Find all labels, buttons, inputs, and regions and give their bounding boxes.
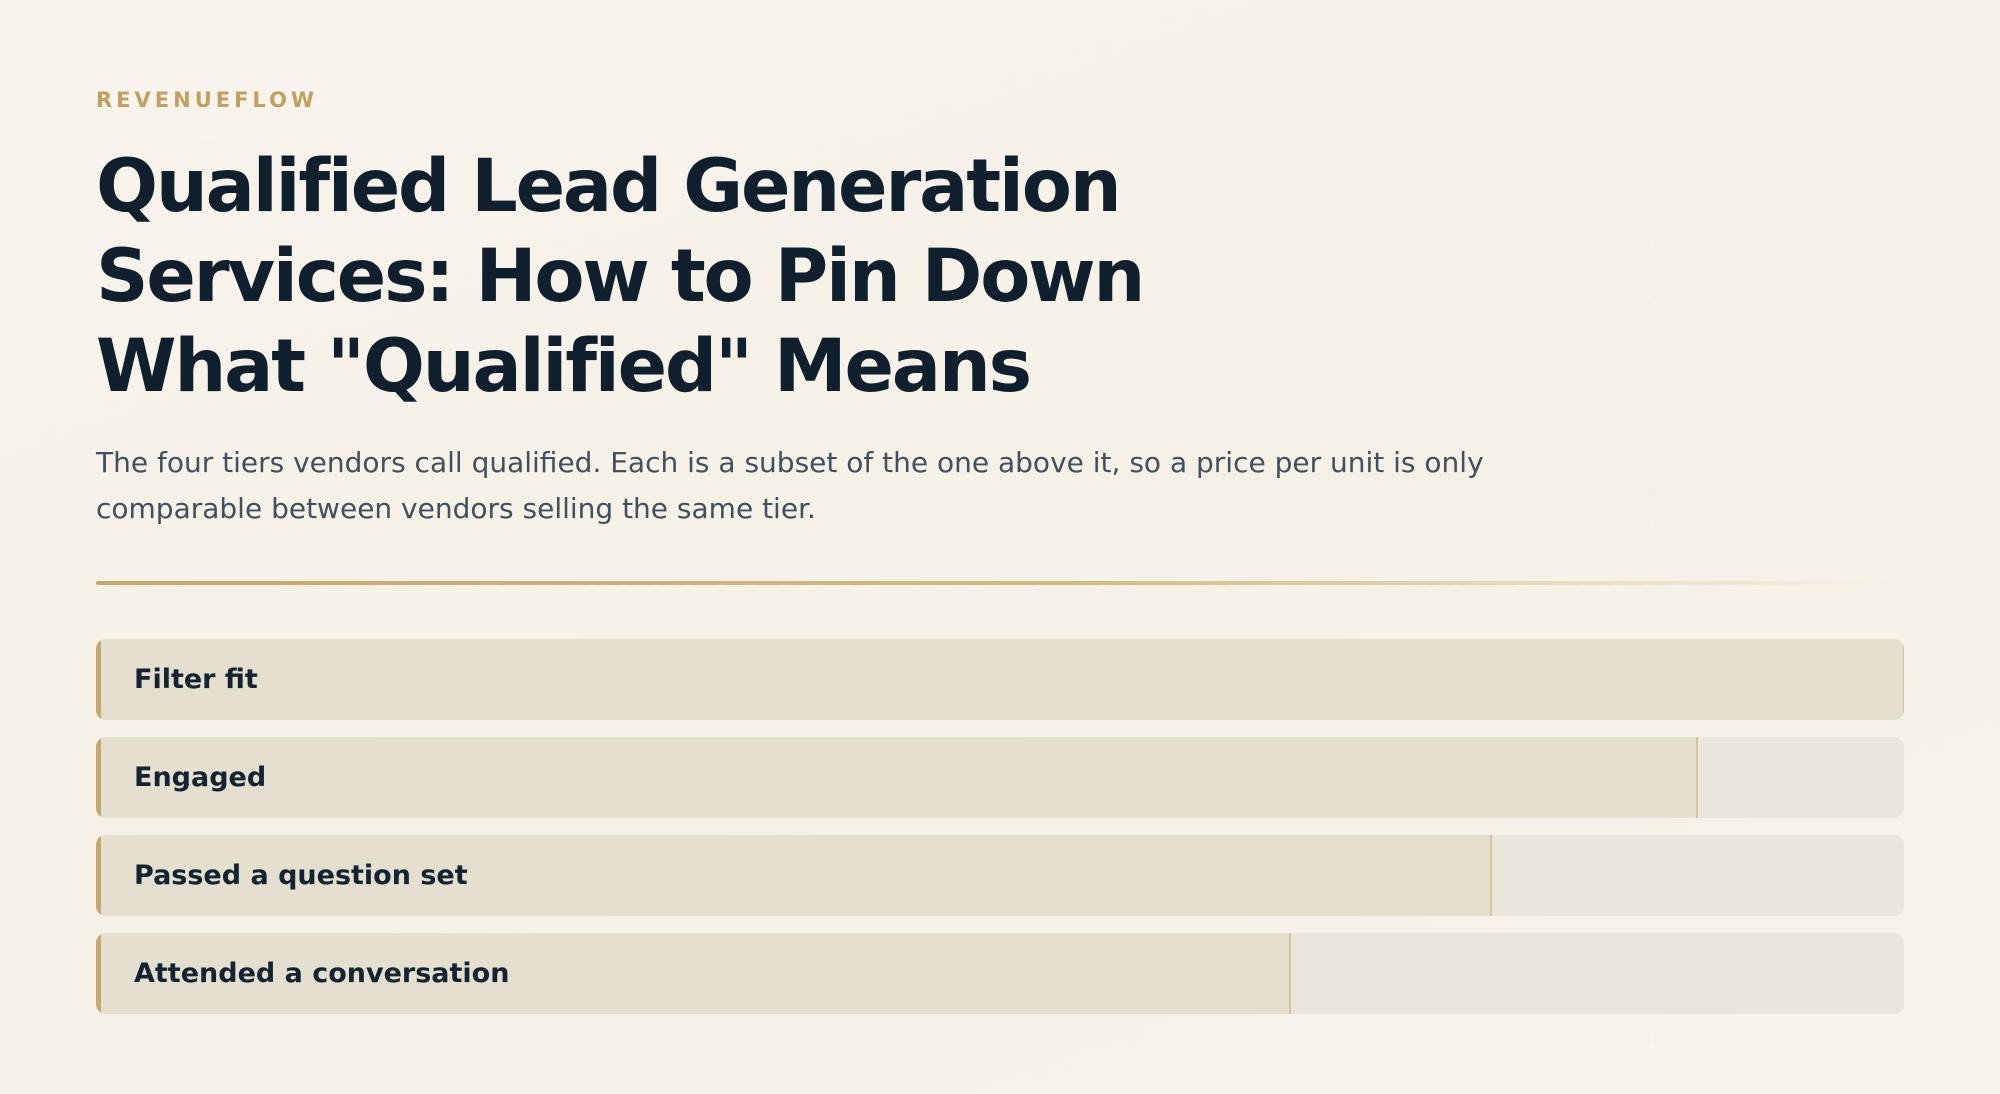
tier-accent-edge [96, 835, 101, 916]
tier-label: Passed a question set [134, 860, 468, 891]
tier-bar [96, 933, 1292, 1014]
tier-bar [96, 737, 1698, 818]
tier-label: Attended a conversation [134, 958, 510, 989]
tier-accent-edge [96, 737, 101, 818]
tier-chart: Filter fit Engaged Passed a question set At… [96, 639, 1904, 1031]
tier-label: Filter fit [134, 664, 258, 695]
page: REVENUEFLOW Qualified Lead Generation Se… [96, 0, 1904, 1094]
tier-bar [96, 835, 1492, 916]
brand-name: REVENUEFLOW [96, 88, 319, 112]
tier-row: Filter fit [96, 639, 1904, 720]
tier-row: Attended a conversation [96, 933, 1904, 1014]
tier-accent-edge [96, 639, 101, 720]
tier-accent-edge [96, 933, 101, 1014]
divider [96, 581, 1904, 585]
tier-row: Engaged [96, 737, 1904, 818]
tier-bar [96, 639, 1904, 720]
page-title: Qualified Lead Generation Services: How … [96, 144, 1145, 409]
tier-label: Engaged [134, 762, 267, 793]
tier-row: Passed a question set [96, 835, 1904, 916]
page-subtitle: The four tiers vendors call qualified. E… [96, 446, 1484, 525]
